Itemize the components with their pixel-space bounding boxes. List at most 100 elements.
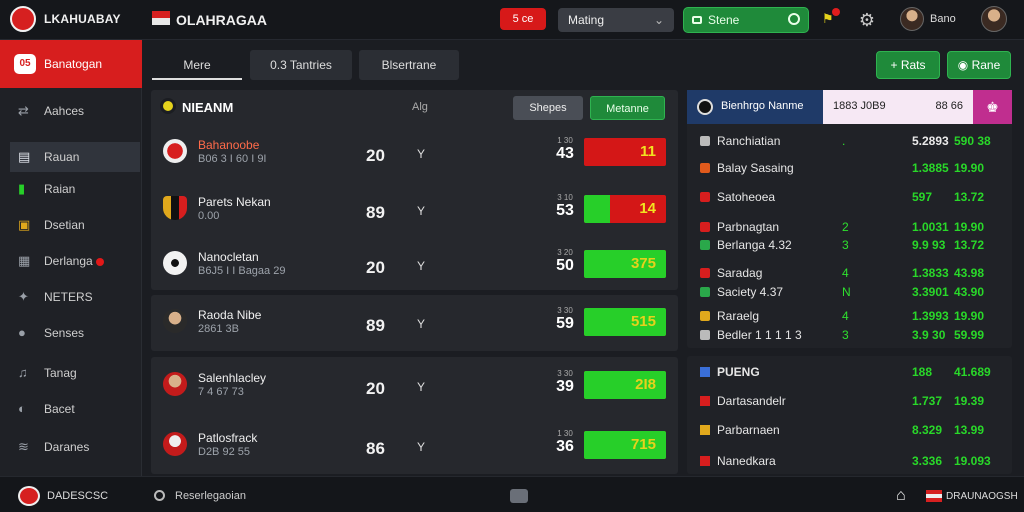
sidebar-item-5[interactable]: ▦ Derlanga xyxy=(10,246,140,276)
odds-value[interactable]: 43.98 xyxy=(954,266,985,280)
odds-value[interactable]: 13.99 xyxy=(954,423,985,437)
odds-value[interactable]: 1.737 xyxy=(912,394,943,408)
market-select[interactable]: Mating ⌄ xyxy=(558,8,674,32)
odds-value[interactable]: 9.9 93 xyxy=(912,238,946,252)
odds-value[interactable]: 19.90 xyxy=(954,220,985,234)
odds-value[interactable]: 59.99 xyxy=(954,328,985,342)
odds-value[interactable]: 5.2893 xyxy=(912,134,949,148)
odds-bar[interactable]: 2I8 xyxy=(584,371,666,399)
odds-team: Saciety 4.37 xyxy=(717,285,784,299)
match-count: 1 30 36 xyxy=(556,429,574,455)
odds-header-box[interactable]: 1883 J0B9 88 66 xyxy=(823,90,973,124)
tab-blsertrane[interactable]: Blsertrane xyxy=(359,50,459,80)
chat-icon[interactable] xyxy=(510,489,528,503)
footer-region[interactable]: DRAUNAOGSH xyxy=(946,491,1018,502)
odds-row[interactable]: Raraelg 4 1.3993 19.90 xyxy=(692,308,1012,326)
odds-value[interactable]: 13.72 xyxy=(954,238,985,252)
match-sub: 2861 3B xyxy=(198,323,239,335)
odds-row[interactable]: Bedler 1 1 1 1 3 3 3.9 30 59.99 xyxy=(692,327,1012,345)
odds-row[interactable]: Parbarnaen 8.329 13.99 xyxy=(692,422,1012,440)
odds-value[interactable]: 19.39 xyxy=(954,394,985,408)
team-icon xyxy=(700,192,710,202)
odds-row[interactable]: Saradag 4 1.3833 43.98 xyxy=(692,265,1012,283)
trophy-icon[interactable]: ♚ xyxy=(973,90,1012,124)
odds-value[interactable]: 13.72 xyxy=(954,190,985,204)
search-input[interactable]: Stene xyxy=(683,7,809,33)
live-button[interactable]: 5 ce xyxy=(500,8,546,30)
sidebar-item-6[interactable]: ✦ NETERS xyxy=(10,282,140,312)
avatar[interactable] xyxy=(900,7,924,31)
home-icon[interactable]: ⌂ xyxy=(896,487,906,504)
odds-value[interactable]: 8.329 xyxy=(912,423,943,437)
odds-row[interactable]: Dartasandelr 1.737 19.39 xyxy=(692,393,1012,411)
odds-bar[interactable]: 375 xyxy=(584,250,666,278)
odds-row[interactable]: Satoheoea 597 13.72 xyxy=(692,189,1012,207)
odds-value[interactable]: 1.3885 xyxy=(912,161,949,175)
odds-row[interactable]: Saciety 4.37 N 3.3901 43.90 xyxy=(692,284,1012,302)
odds-row[interactable]: Balay Sasaing 1.3885 19.90 xyxy=(692,160,1012,178)
match-score: 20 xyxy=(366,146,385,165)
bell-icon: ♫ xyxy=(18,365,28,380)
odds-value[interactable]: 1.3833 xyxy=(912,266,949,280)
notification-icon[interactable]: ⚑ xyxy=(822,11,834,26)
odds-bar[interactable]: 515 xyxy=(584,308,666,336)
odds-bar-value: 715 xyxy=(630,436,656,453)
brand-name: LKAHUABAY xyxy=(44,12,121,26)
odds-row[interactable]: Berlanga 4.32 3 9.9 93 13.72 xyxy=(692,237,1012,255)
odds-mid: 4 xyxy=(842,309,849,323)
sort-button[interactable]: Metanne xyxy=(590,96,665,120)
odds-row[interactable]: Parbnagtan 2 1.0031 19.90 xyxy=(692,219,1012,237)
tab-main[interactable]: Mere xyxy=(152,50,242,80)
odds-value[interactable]: 1.0031 xyxy=(912,220,949,234)
search-icon[interactable] xyxy=(788,13,800,25)
sidebar-item-1[interactable]: ⇄ Aahces xyxy=(10,96,140,126)
sidebar-item-8[interactable]: ♫ Tanag xyxy=(10,358,140,388)
odds-team: Parbnagtan xyxy=(717,220,780,234)
arrows-icon: ⇄ xyxy=(18,103,29,118)
odds-team: Raraelg xyxy=(717,309,760,323)
odds-value[interactable]: 19.093 xyxy=(954,454,991,468)
sidebar-item-3[interactable]: ▮ Raian xyxy=(10,174,140,204)
footer-brand: DADESCSC xyxy=(47,490,109,502)
sidebar-item-4[interactable]: ▣ Dsetian xyxy=(10,210,140,240)
odds-value[interactable]: 1.3993 xyxy=(912,309,949,323)
odds-team: Parbarnaen xyxy=(717,423,780,437)
tab-tantries[interactable]: 0.3 Tantries xyxy=(250,50,352,80)
footer-search[interactable]: Reserlegaoian xyxy=(175,490,246,502)
odds-row[interactable]: Ranchiatian. 5.2893 590 38 xyxy=(692,133,1012,151)
odds-value[interactable]: 19.90 xyxy=(954,161,985,175)
notify-button-label: Rane xyxy=(971,58,1001,72)
notify-button[interactable]: ◉ Rane xyxy=(947,51,1011,79)
odds-value[interactable]: 590 38 xyxy=(954,134,991,148)
odds-value[interactable]: 19.90 xyxy=(954,309,985,323)
odds-bar[interactable]: 11 xyxy=(584,138,666,166)
profile-avatar[interactable] xyxy=(981,6,1007,32)
odds-value[interactable]: 597 xyxy=(912,190,933,204)
app-logo[interactable] xyxy=(18,486,40,506)
odds-group-title: PUENG 188 41.689 xyxy=(692,364,1012,382)
add-button[interactable]: + Rats xyxy=(876,51,940,79)
filter-button[interactable]: Shepes xyxy=(513,96,583,120)
odds-header-box-left: 1883 J0B9 xyxy=(833,100,886,112)
odds-bar[interactable]: 715 xyxy=(584,431,666,459)
odds-value[interactable]: 3.336 xyxy=(912,454,943,468)
sidebar-item-7[interactable]: ● Senses xyxy=(10,318,140,348)
match-name: Bahanoobe xyxy=(198,138,260,152)
odds-row[interactable]: Nanedkara 3.336 19.093 xyxy=(692,453,1012,471)
app-logo[interactable] xyxy=(10,6,36,32)
odds-value[interactable]: 3.9 30 xyxy=(912,328,946,342)
team-badge-icon xyxy=(163,251,187,275)
settings-icon[interactable]: ⚙ xyxy=(858,10,876,30)
odds-value: 188 xyxy=(912,365,933,379)
sidebar-item-10[interactable]: ≋ Daranes xyxy=(10,432,140,462)
odds-bar[interactable]: 14 xyxy=(584,195,666,223)
sidebar-item-9[interactable]: ◐ Bacet xyxy=(10,394,140,424)
sidebar-header[interactable]: 05 Banatogan xyxy=(0,40,142,88)
sidebar-item-label: Senses xyxy=(44,326,85,340)
notification-badge xyxy=(832,8,840,16)
search-icon[interactable] xyxy=(154,490,165,501)
odds-value[interactable]: 43.90 xyxy=(954,285,985,299)
odds-value[interactable]: 3.3901 xyxy=(912,285,949,299)
odds-team: Ranchiatian xyxy=(717,134,781,148)
sidebar-item-2[interactable]: ▤ Rauan xyxy=(10,142,140,172)
